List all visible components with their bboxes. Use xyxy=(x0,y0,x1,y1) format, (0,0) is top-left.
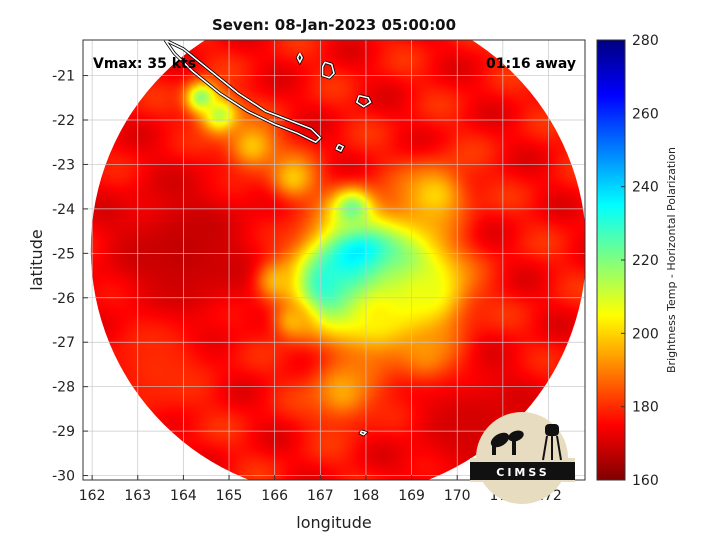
x-tick-label: 168 xyxy=(353,488,380,504)
colorbar-ticks: 280 260 240 220 200 180 160 xyxy=(621,33,659,489)
x-tick-label: 165 xyxy=(216,488,243,504)
coastline xyxy=(359,430,368,436)
y-tick-label: -30 xyxy=(52,469,75,485)
colorbar-tick-label: 280 xyxy=(632,33,659,49)
x-axis-label: longitude xyxy=(296,513,371,532)
colorbar-tick-label: 180 xyxy=(632,400,659,416)
y-tick-label: -26 xyxy=(52,291,75,307)
coastline xyxy=(296,52,304,64)
cimss-logo: CIMSS xyxy=(470,412,575,504)
colorbar-label: Brightness Temp - Horizontal Polarizatio… xyxy=(665,147,678,373)
y-axis-label: latitude xyxy=(27,229,46,290)
chart-title: Seven: 08-Jan-2023 05:00:00 xyxy=(212,16,456,34)
x-tick-label: 170 xyxy=(444,488,471,504)
coastlines xyxy=(163,40,373,437)
water-tower-icon xyxy=(542,424,562,461)
plot-area xyxy=(83,40,585,480)
colorbar-tick-label: 240 xyxy=(632,180,659,196)
y-tick-label: -21 xyxy=(52,69,75,85)
x-tick-label: 164 xyxy=(170,488,197,504)
x-tick-label: 169 xyxy=(398,488,425,504)
colorbar-gradient xyxy=(596,39,626,481)
y-tick-label: -24 xyxy=(52,202,75,218)
vmax-annotation: Vmax: 35 kts xyxy=(93,56,196,72)
colorbar-tick-label: 260 xyxy=(632,106,659,122)
y-tick-label: -28 xyxy=(52,380,75,396)
y-tick-label: -27 xyxy=(52,335,75,351)
plot-frame xyxy=(82,39,586,481)
x-tick-label: 162 xyxy=(79,488,106,504)
y-tick-label: -23 xyxy=(52,157,75,173)
colorbar-tick-label: 220 xyxy=(632,253,659,269)
colorbar-tick-label: 160 xyxy=(632,473,659,489)
y-tick-label: -25 xyxy=(52,246,75,262)
coastline xyxy=(355,94,372,108)
axis-ticks: 162163164165166167168169170171172-21-22-… xyxy=(52,69,562,504)
colorbar: 280 260 240 220 200 180 160 Brightness Temp - … xyxy=(596,33,678,489)
x-tick-label: 167 xyxy=(307,488,334,504)
x-tick-label: 166 xyxy=(261,488,288,504)
logo-text: CIMSS xyxy=(496,466,549,479)
coastline xyxy=(321,61,335,79)
y-tick-label: -29 xyxy=(52,424,75,440)
x-tick-label: 163 xyxy=(124,488,151,504)
coastline xyxy=(164,40,322,144)
satellite-dish-icon xyxy=(490,430,524,455)
coastline xyxy=(335,143,345,153)
colorbar-tick-label: 200 xyxy=(632,326,659,342)
time-away-annotation: 01:16 away xyxy=(486,56,576,72)
y-tick-label: -22 xyxy=(52,113,75,129)
